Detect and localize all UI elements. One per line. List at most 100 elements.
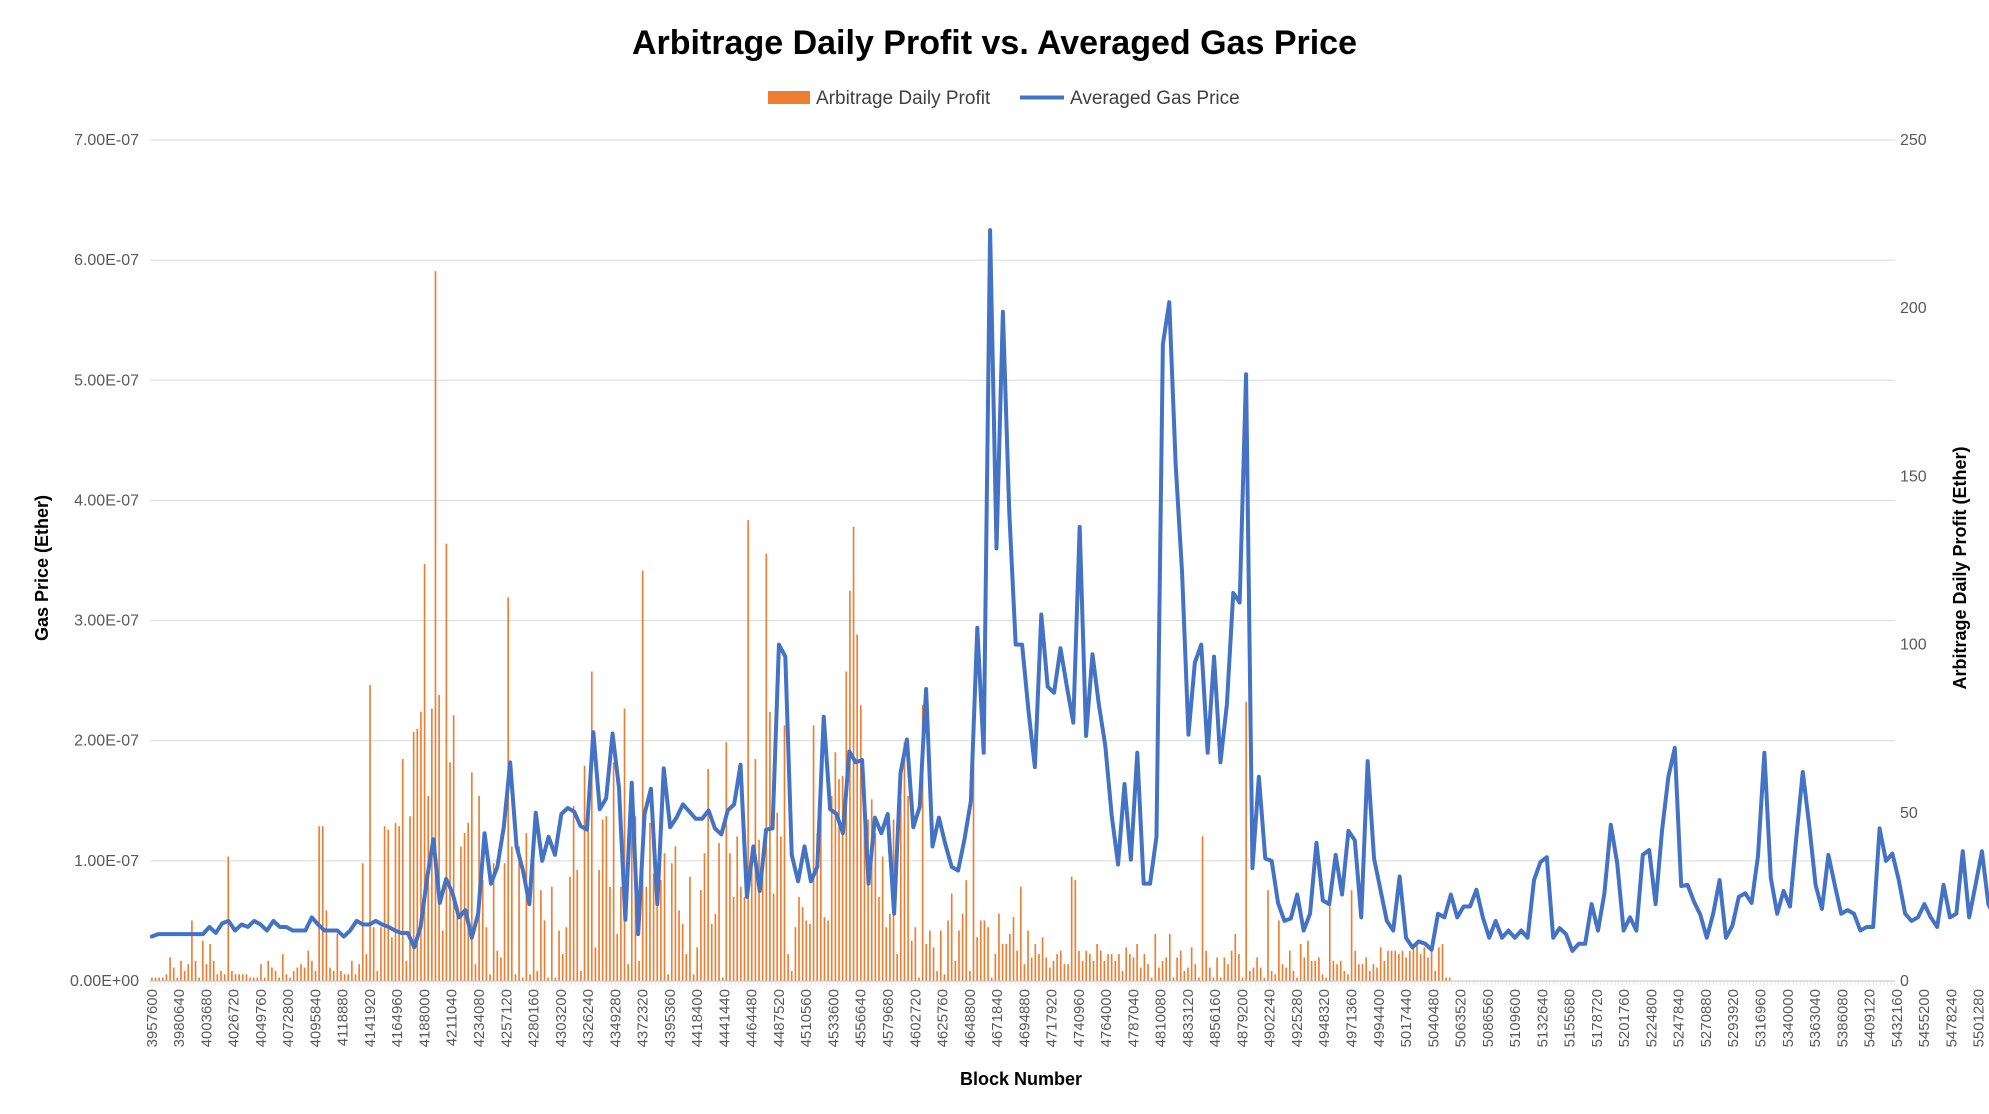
profit-bar [1390, 950, 1393, 981]
x-tick-label: 4487520 [771, 989, 788, 1047]
right-axis-title: Arbitrage Daily Profit (Ether) [1950, 446, 1970, 689]
profit-bar [703, 853, 706, 981]
profit-bar [1285, 967, 1287, 981]
profit-bar [1412, 944, 1415, 981]
profit-bar [787, 954, 789, 981]
profit-bar [838, 779, 840, 981]
profit-bar [550, 886, 553, 981]
profit-bar [1379, 947, 1382, 981]
x-tick-label: 5293920 [1725, 989, 1742, 1047]
profit-bar [576, 869, 579, 981]
legend-label-profit: Arbitrage Daily Profit [816, 88, 991, 109]
profit-bar [1234, 933, 1237, 981]
profit-bar [1248, 970, 1251, 981]
profit-bar [391, 937, 393, 981]
profit-bar [678, 910, 680, 981]
profit-bar [1292, 970, 1295, 981]
profit-bar [1405, 957, 1407, 981]
profit-bar [580, 970, 582, 981]
profit-bar [1121, 970, 1124, 981]
profit-bar [336, 933, 339, 981]
x-tick-label: 4810080 [1153, 989, 1170, 1047]
right-tick-label: 100 [1900, 637, 1927, 654]
x-tick-label: 4095840 [307, 989, 324, 1047]
profit-bar [652, 873, 655, 981]
left-tick-label: 6.00E-07 [74, 252, 139, 269]
profit-bar [674, 846, 677, 981]
profit-bar [729, 853, 731, 981]
gas-price-line [149, 228, 1989, 953]
profit-bar [681, 923, 684, 981]
profit-bar [387, 829, 390, 981]
profit-bar [1019, 886, 1022, 981]
left-tick-label: 2.00E-07 [74, 733, 139, 750]
profit-bar [281, 954, 284, 981]
profit-bar [1110, 954, 1113, 981]
profit-bar [296, 967, 299, 981]
profit-bar [409, 816, 411, 981]
profit-bar [794, 927, 797, 981]
profit-bar [1172, 977, 1175, 981]
profit-bar [972, 765, 975, 981]
profit-bar [914, 927, 917, 981]
profit-bar [401, 758, 404, 981]
profit-bar [950, 893, 953, 981]
profit-bar [718, 843, 720, 981]
profit-bar [485, 927, 488, 981]
profit-bar [638, 960, 640, 981]
profit-bar [809, 923, 811, 981]
profit-bar [274, 970, 277, 981]
profit-bar [623, 708, 626, 981]
profit-bar [351, 960, 353, 981]
profit-bar [743, 896, 746, 981]
profit-bar [1318, 957, 1320, 981]
profit-bar [467, 822, 470, 981]
legend: Arbitrage Daily Profit Averaged Gas Pric… [768, 88, 1240, 109]
profit-bar [205, 964, 208, 981]
profit-bar [1267, 890, 1269, 981]
profit-bar [369, 684, 371, 981]
profit-bar [227, 856, 230, 981]
profit-bar [961, 913, 964, 981]
x-tick-label: 4787040 [1125, 989, 1142, 1047]
profit-bar [863, 826, 866, 981]
profit-bar [1445, 977, 1447, 981]
right-tick-label: 150 [1900, 468, 1927, 485]
profit-bar [423, 563, 426, 981]
profit-bar [1176, 957, 1178, 981]
profit-bar [532, 839, 535, 981]
profit-bar [929, 930, 931, 981]
profit-bar [910, 940, 913, 981]
profit-bar [416, 728, 419, 981]
profit-bar [521, 977, 524, 981]
profit-bar [194, 960, 197, 981]
profit-bar [758, 839, 760, 981]
x-tick-label: 5224800 [1643, 989, 1660, 1047]
profit-bar [663, 853, 666, 981]
profit-bar [1169, 933, 1171, 981]
profit-bar [1023, 964, 1026, 981]
profit-bar [845, 671, 848, 981]
profit-bar [1219, 977, 1222, 981]
profit-bar [256, 977, 259, 981]
profit-bar [805, 920, 808, 981]
profit-bar [1179, 950, 1182, 981]
profit-bar [707, 769, 709, 981]
profit-bar [536, 970, 539, 981]
profit-bar [1078, 950, 1080, 981]
profit-bar [979, 920, 982, 981]
right-axis-ticks: 0 50 100 150 200 250 [1900, 132, 1927, 990]
profit-bar [263, 977, 266, 981]
profit-bar [1339, 960, 1342, 981]
profit-bar [1299, 944, 1302, 981]
left-tick-label: 7.00E-07 [74, 132, 139, 149]
x-tick-label: 4948320 [1316, 989, 1333, 1047]
profit-bar [212, 960, 215, 981]
profit-bar [318, 826, 320, 981]
profit-bar [827, 920, 829, 981]
profit-bar [314, 970, 317, 981]
profit-bar [630, 806, 633, 981]
profit-bar [750, 853, 753, 981]
profit-bar [1310, 960, 1313, 981]
